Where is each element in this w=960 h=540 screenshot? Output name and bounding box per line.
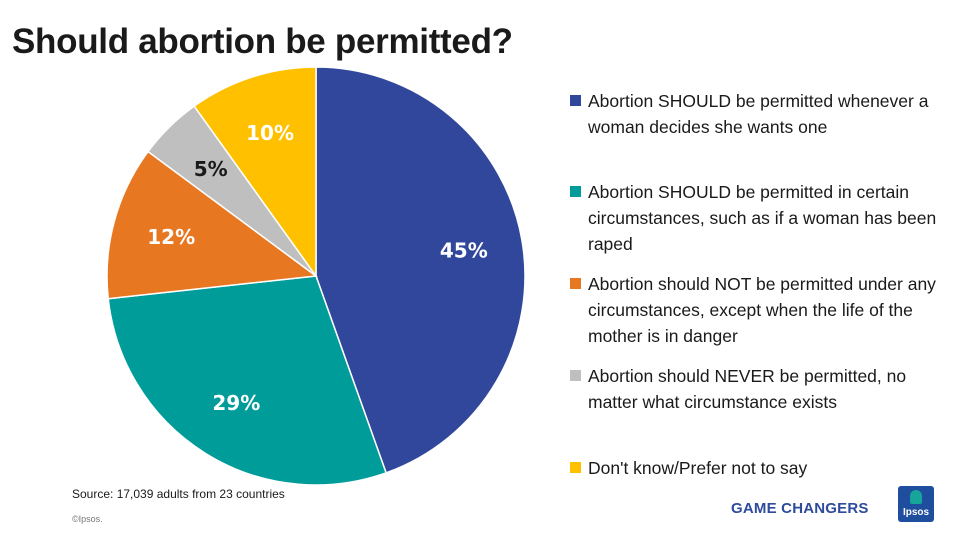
- legend-item-3: Abortion should NOT be permitted under a…: [570, 271, 940, 349]
- slice-value-label-3: 12%: [147, 225, 195, 249]
- chart-title: Should abortion be permitted?: [12, 22, 513, 61]
- legend-swatch: [570, 278, 581, 289]
- ipsos-logo: Ipsos: [898, 486, 934, 522]
- pie-slice-2: [107, 275, 388, 486]
- ipsos-logo-text: Ipsos: [902, 507, 930, 518]
- legend-item-5: Don't know/Prefer not to say: [570, 455, 940, 481]
- legend-item-1: Abortion SHOULD be permitted whenever a …: [570, 88, 940, 140]
- pie-slice-3: [106, 150, 318, 300]
- legend-item-2: Abortion SHOULD be permitted in certain …: [570, 179, 940, 257]
- legend-label: Don't know/Prefer not to say: [588, 458, 808, 478]
- legend-label: Abortion SHOULD be permitted whenever a …: [588, 91, 929, 137]
- slice-value-label-5: 10%: [246, 121, 294, 145]
- legend-swatch: [570, 462, 581, 473]
- pie-slice-5: [193, 66, 317, 279]
- legend-swatch: [570, 95, 581, 106]
- game-changers-tagline: GAME CHANGERS: [731, 500, 869, 517]
- legend-swatch: [570, 186, 581, 197]
- ipsos-logo-mark: [910, 490, 922, 504]
- legend-label: Abortion should NEVER be permitted, no m…: [588, 366, 907, 412]
- legend-item-4: Abortion should NEVER be permitted, no m…: [570, 363, 940, 415]
- slice-value-label-2: 29%: [212, 391, 260, 415]
- legend-swatch: [570, 370, 581, 381]
- source-note: Source: 17,039 adults from 23 countries: [72, 487, 285, 501]
- copyright-note: ©Ipsos.: [72, 514, 103, 524]
- legend-label: Abortion SHOULD be permitted in certain …: [588, 182, 937, 254]
- legend-label: Abortion should NOT be permitted under a…: [588, 274, 936, 346]
- pie-slice-1: [315, 66, 526, 474]
- slice-value-label-1: 45%: [440, 238, 488, 262]
- slice-value-label-4: 5%: [194, 157, 228, 181]
- pie-chart: 45% 29% 12% 5% 10%: [106, 66, 526, 486]
